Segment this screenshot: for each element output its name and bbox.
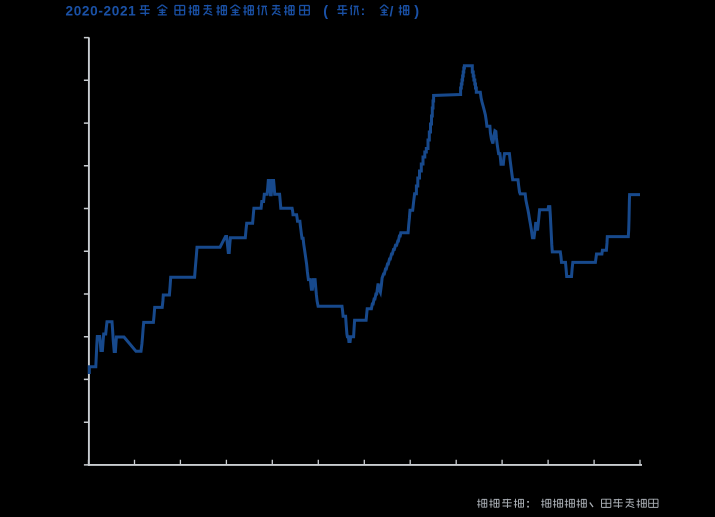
svg-text:(: ( xyxy=(323,4,328,20)
svg-text:/: / xyxy=(390,3,394,19)
svg-text::: : xyxy=(361,3,365,18)
svg-text:2020-2021: 2020-2021 xyxy=(66,3,137,18)
svg-text:): ) xyxy=(414,4,419,20)
